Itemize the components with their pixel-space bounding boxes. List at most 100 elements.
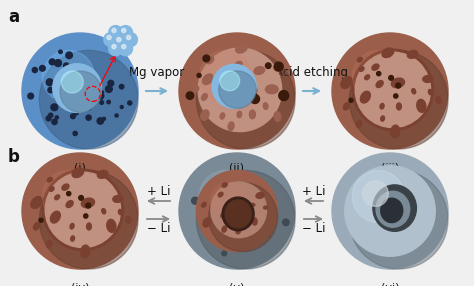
Circle shape [197,74,201,78]
Circle shape [186,92,194,99]
Circle shape [97,118,103,124]
Circle shape [114,35,128,49]
Circle shape [74,95,81,101]
Circle shape [283,219,289,226]
Circle shape [55,59,62,66]
Circle shape [46,116,51,121]
Circle shape [48,113,53,118]
Ellipse shape [436,96,441,103]
Ellipse shape [360,91,370,103]
Ellipse shape [206,56,214,64]
Circle shape [106,86,112,92]
Ellipse shape [407,50,418,58]
Text: − Li: − Li [147,222,170,235]
Ellipse shape [428,90,432,95]
Circle shape [274,62,283,71]
Ellipse shape [222,197,254,231]
Ellipse shape [380,104,384,109]
Circle shape [120,106,123,108]
Circle shape [55,116,58,119]
Ellipse shape [202,74,213,85]
Circle shape [104,33,118,47]
Circle shape [243,227,247,233]
Ellipse shape [97,170,108,178]
Circle shape [179,153,295,269]
Ellipse shape [201,110,209,120]
Ellipse shape [242,95,246,101]
Circle shape [239,216,246,222]
Circle shape [66,52,73,59]
Circle shape [118,42,133,56]
Circle shape [215,195,219,200]
Circle shape [71,114,75,119]
Circle shape [119,84,124,89]
Circle shape [198,48,282,132]
Ellipse shape [397,103,401,110]
Ellipse shape [392,78,404,88]
Circle shape [118,26,133,39]
Circle shape [345,166,435,256]
Ellipse shape [381,116,384,121]
Circle shape [73,95,77,98]
Ellipse shape [230,204,235,209]
Circle shape [60,98,63,101]
Circle shape [355,52,430,128]
Circle shape [86,115,91,120]
Circle shape [72,78,78,84]
Circle shape [122,45,126,49]
Ellipse shape [222,183,227,187]
Ellipse shape [34,223,39,230]
Circle shape [219,71,256,108]
Circle shape [22,33,138,149]
Ellipse shape [215,90,219,95]
Circle shape [209,182,278,252]
Circle shape [74,94,77,97]
Circle shape [61,71,83,93]
Circle shape [225,205,229,209]
Ellipse shape [201,202,206,207]
Text: + Li: + Li [302,185,325,198]
Ellipse shape [50,211,60,223]
Circle shape [80,107,84,112]
Circle shape [117,37,121,42]
Ellipse shape [341,77,352,88]
Ellipse shape [70,223,74,229]
Ellipse shape [356,120,362,128]
Circle shape [52,119,57,124]
Ellipse shape [412,89,416,94]
Ellipse shape [365,75,370,80]
Circle shape [196,170,295,269]
Circle shape [352,170,404,223]
Ellipse shape [87,223,91,230]
Ellipse shape [376,81,383,88]
Circle shape [39,218,43,222]
Ellipse shape [240,202,246,206]
Ellipse shape [381,198,403,223]
Circle shape [79,196,83,200]
Ellipse shape [344,103,349,110]
Text: (vi): (vi) [381,283,399,286]
Ellipse shape [372,64,379,70]
Circle shape [352,49,434,130]
Text: b: b [8,148,20,166]
Circle shape [225,219,230,225]
Circle shape [100,91,103,94]
Circle shape [69,80,73,84]
Circle shape [95,80,98,83]
Ellipse shape [264,206,268,209]
Ellipse shape [72,168,83,178]
Circle shape [73,131,77,136]
Ellipse shape [203,218,210,227]
Circle shape [196,50,295,149]
Ellipse shape [391,125,400,138]
Circle shape [53,64,101,112]
Circle shape [211,182,266,238]
Ellipse shape [274,64,283,71]
Ellipse shape [62,184,69,190]
Circle shape [199,170,252,223]
Circle shape [249,92,256,99]
Circle shape [123,33,137,47]
Text: (i): (i) [74,163,86,173]
Circle shape [349,98,353,102]
Circle shape [48,87,53,93]
